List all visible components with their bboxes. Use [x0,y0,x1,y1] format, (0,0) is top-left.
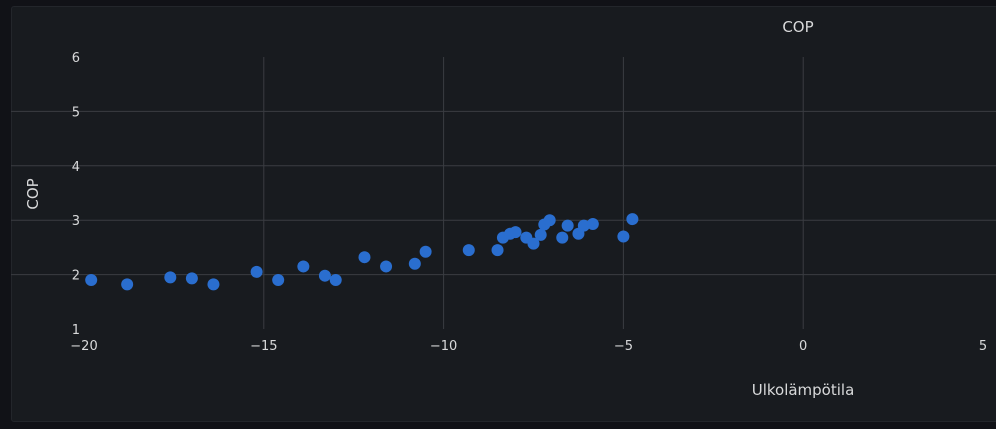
x-tick-label: 5 [979,339,987,354]
x-tick-label: −5 [614,339,633,354]
data-point[interactable] [626,213,639,226]
data-point[interactable] [509,226,522,239]
chart-title: COP [782,18,813,36]
data-point[interactable] [85,274,98,287]
data-point[interactable] [408,257,421,270]
x-tick-label: −20 [70,339,97,354]
data-point[interactable] [272,274,285,287]
data-point[interactable] [617,230,630,243]
data-point[interactable] [556,231,569,244]
x-tick-label: −15 [250,339,277,354]
data-point[interactable] [297,260,310,273]
x-tick-label: −10 [430,339,457,354]
data-point[interactable] [543,214,556,227]
data-point[interactable] [380,260,393,273]
data-point[interactable] [527,237,540,250]
data-point[interactable] [185,272,198,285]
data-point[interactable] [358,251,371,264]
data-point[interactable] [491,244,504,257]
y-tick-label: 2 [72,269,80,284]
data-point[interactable] [419,245,432,258]
y-tick-label: 4 [72,160,80,175]
data-points [85,213,639,291]
data-point[interactable] [577,219,590,232]
grid-layer [11,57,996,329]
y-tick-label: 1 [72,323,80,338]
data-point[interactable] [318,269,331,282]
data-point[interactable] [586,218,599,231]
y-tick-label: 6 [72,51,80,66]
data-point[interactable] [164,271,177,284]
data-point[interactable] [534,228,547,241]
chart-panel [11,6,996,422]
data-point[interactable] [121,278,134,291]
tick-labels: 1 2 3 4 5 6 −20 −15 −10 −5 0 5 [70,51,987,354]
data-point[interactable] [462,244,475,257]
y-tick-label: 5 [72,105,80,120]
data-point[interactable] [207,278,220,291]
x-axis-title: Ulkolämpötila [752,381,855,399]
data-point[interactable] [250,265,263,278]
y-tick-label: 3 [72,214,80,229]
y-axis-title: COP [24,178,42,209]
x-tick-label: 0 [799,339,807,354]
data-point[interactable] [561,219,574,232]
data-point[interactable] [329,274,342,287]
